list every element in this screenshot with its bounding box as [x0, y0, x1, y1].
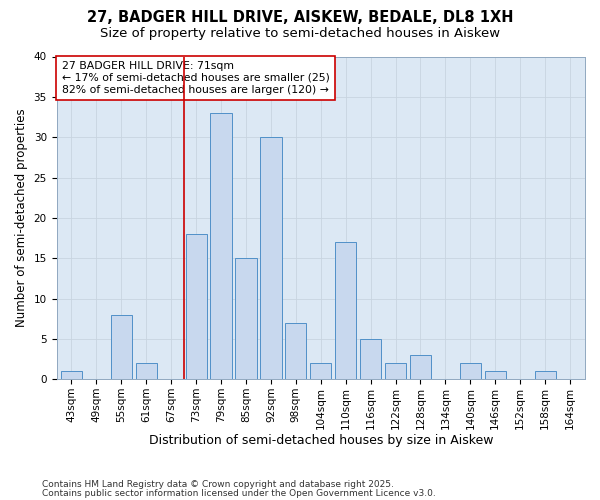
Text: 27, BADGER HILL DRIVE, AISKEW, BEDALE, DL8 1XH: 27, BADGER HILL DRIVE, AISKEW, BEDALE, D…	[87, 10, 513, 25]
Bar	[285, 322, 307, 379]
Bar	[211, 113, 232, 379]
Bar	[310, 363, 331, 379]
Bar	[61, 371, 82, 379]
Bar	[385, 363, 406, 379]
Bar	[136, 363, 157, 379]
Bar	[335, 242, 356, 379]
Text: Contains public sector information licensed under the Open Government Licence v3: Contains public sector information licen…	[42, 488, 436, 498]
Bar	[260, 137, 281, 379]
Text: Size of property relative to semi-detached houses in Aiskew: Size of property relative to semi-detach…	[100, 28, 500, 40]
Bar	[360, 339, 381, 379]
Text: Contains HM Land Registry data © Crown copyright and database right 2025.: Contains HM Land Registry data © Crown c…	[42, 480, 394, 489]
Bar	[410, 355, 431, 379]
Bar	[485, 371, 506, 379]
Bar	[111, 314, 132, 379]
Bar	[535, 371, 556, 379]
Bar	[185, 234, 207, 379]
Bar	[460, 363, 481, 379]
X-axis label: Distribution of semi-detached houses by size in Aiskew: Distribution of semi-detached houses by …	[149, 434, 493, 448]
Text: 27 BADGER HILL DRIVE: 71sqm
← 17% of semi-detached houses are smaller (25)
82% o: 27 BADGER HILL DRIVE: 71sqm ← 17% of sem…	[62, 62, 329, 94]
Bar	[235, 258, 257, 379]
Y-axis label: Number of semi-detached properties: Number of semi-detached properties	[15, 108, 28, 327]
